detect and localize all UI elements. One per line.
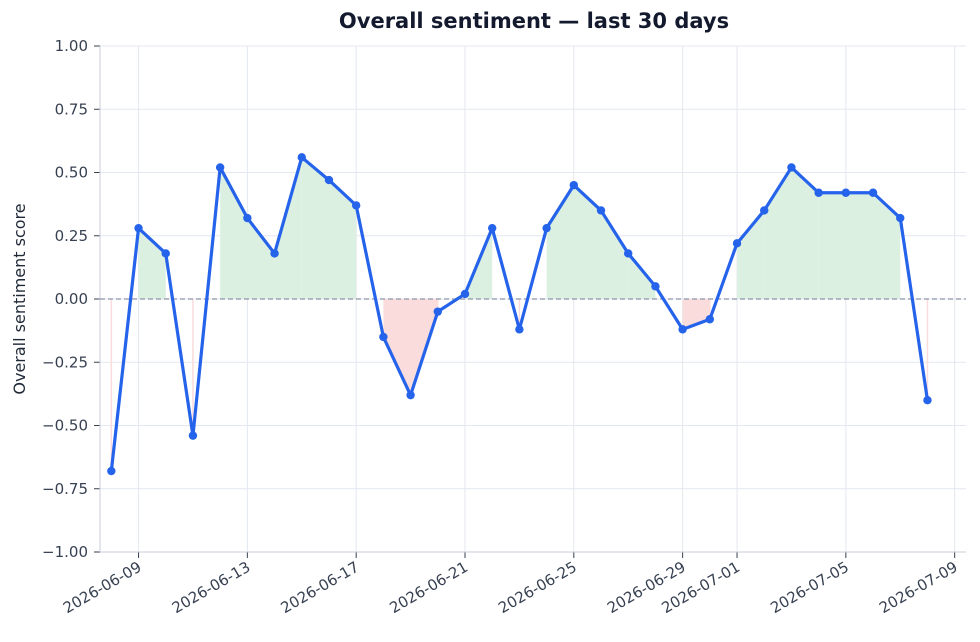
positive-area	[818, 192, 846, 299]
data-point	[651, 282, 660, 291]
x-tick-label: 2026-07-09	[876, 558, 961, 617]
data-point	[460, 289, 470, 299]
data-point	[841, 188, 851, 197]
y-tick-label: 0.25	[55, 227, 88, 245]
data-point	[814, 188, 823, 197]
positive-area	[220, 167, 248, 299]
data-point	[569, 180, 579, 190]
x-tick-label: 2026-06-13	[169, 558, 254, 617]
y-tick-labels: 1.00 0.75 0.50 0.25 0.00 −0.25 −0.50 −0.75 −1.00	[42, 37, 88, 561]
data-point	[787, 163, 796, 172]
positive-area	[573, 185, 602, 299]
data-point	[923, 396, 932, 405]
negative-area	[383, 299, 411, 396]
data-point	[188, 431, 198, 440]
positive-area	[845, 192, 874, 299]
axes	[94, 45, 966, 558]
data-point	[868, 188, 878, 197]
y-tick-label: 1.00	[55, 37, 88, 55]
data-point	[542, 223, 551, 233]
chart-title: Overall sentiment — last 30 days	[339, 9, 729, 33]
y-tick-label: −0.50	[42, 417, 88, 435]
data-point	[705, 315, 715, 324]
y-tick-label: −0.75	[42, 480, 88, 498]
positive-area	[628, 253, 656, 299]
y-axis-label: Overall sentiment score	[10, 203, 29, 394]
x-tick-label: 2026-06-21	[386, 558, 471, 617]
data-point	[107, 466, 116, 476]
positive-area	[328, 180, 357, 299]
data-point	[270, 249, 279, 258]
positive-area	[601, 210, 629, 299]
data-point	[134, 223, 143, 233]
data-point	[896, 213, 905, 223]
positive-area	[301, 157, 329, 299]
y-tick-label: 0.75	[55, 100, 88, 118]
data-point	[161, 249, 170, 258]
x-tick-label: 2026-06-17	[278, 558, 363, 617]
data-point	[487, 223, 497, 233]
positive-area	[791, 167, 819, 299]
positive-area	[247, 218, 275, 299]
data-point	[324, 175, 334, 185]
sentiment-points	[107, 153, 932, 476]
data-point	[215, 163, 225, 172]
data-point	[732, 239, 742, 248]
data-point	[243, 213, 252, 223]
data-point	[678, 325, 687, 334]
data-point	[406, 390, 415, 400]
data-point	[624, 249, 633, 258]
positive-area	[274, 157, 302, 299]
area-fills	[110, 157, 929, 472]
data-point	[379, 332, 388, 342]
positive-area	[737, 210, 765, 299]
positive-area	[138, 228, 166, 299]
negative-area	[682, 299, 710, 330]
data-point	[760, 206, 769, 215]
data-point	[351, 201, 361, 210]
data-point	[297, 153, 306, 162]
data-point	[515, 325, 524, 334]
y-tick-label: −0.25	[42, 353, 88, 371]
x-tick-label: 2026-06-25	[495, 558, 580, 617]
data-point	[433, 307, 442, 316]
data-point	[596, 206, 606, 215]
y-tick-label: 0.50	[55, 164, 88, 182]
y-tick-label: −1.00	[42, 543, 88, 561]
y-tick-label: 0.00	[55, 290, 88, 308]
x-tick-labels: 2026-06-09 2026-06-13 2026-06-17 2026-06-21…	[60, 558, 961, 617]
positive-area	[873, 192, 901, 299]
x-tick-label: 2026-06-09	[60, 558, 145, 617]
positive-area	[546, 185, 574, 299]
x-tick-label: 2026-07-05	[767, 558, 852, 617]
